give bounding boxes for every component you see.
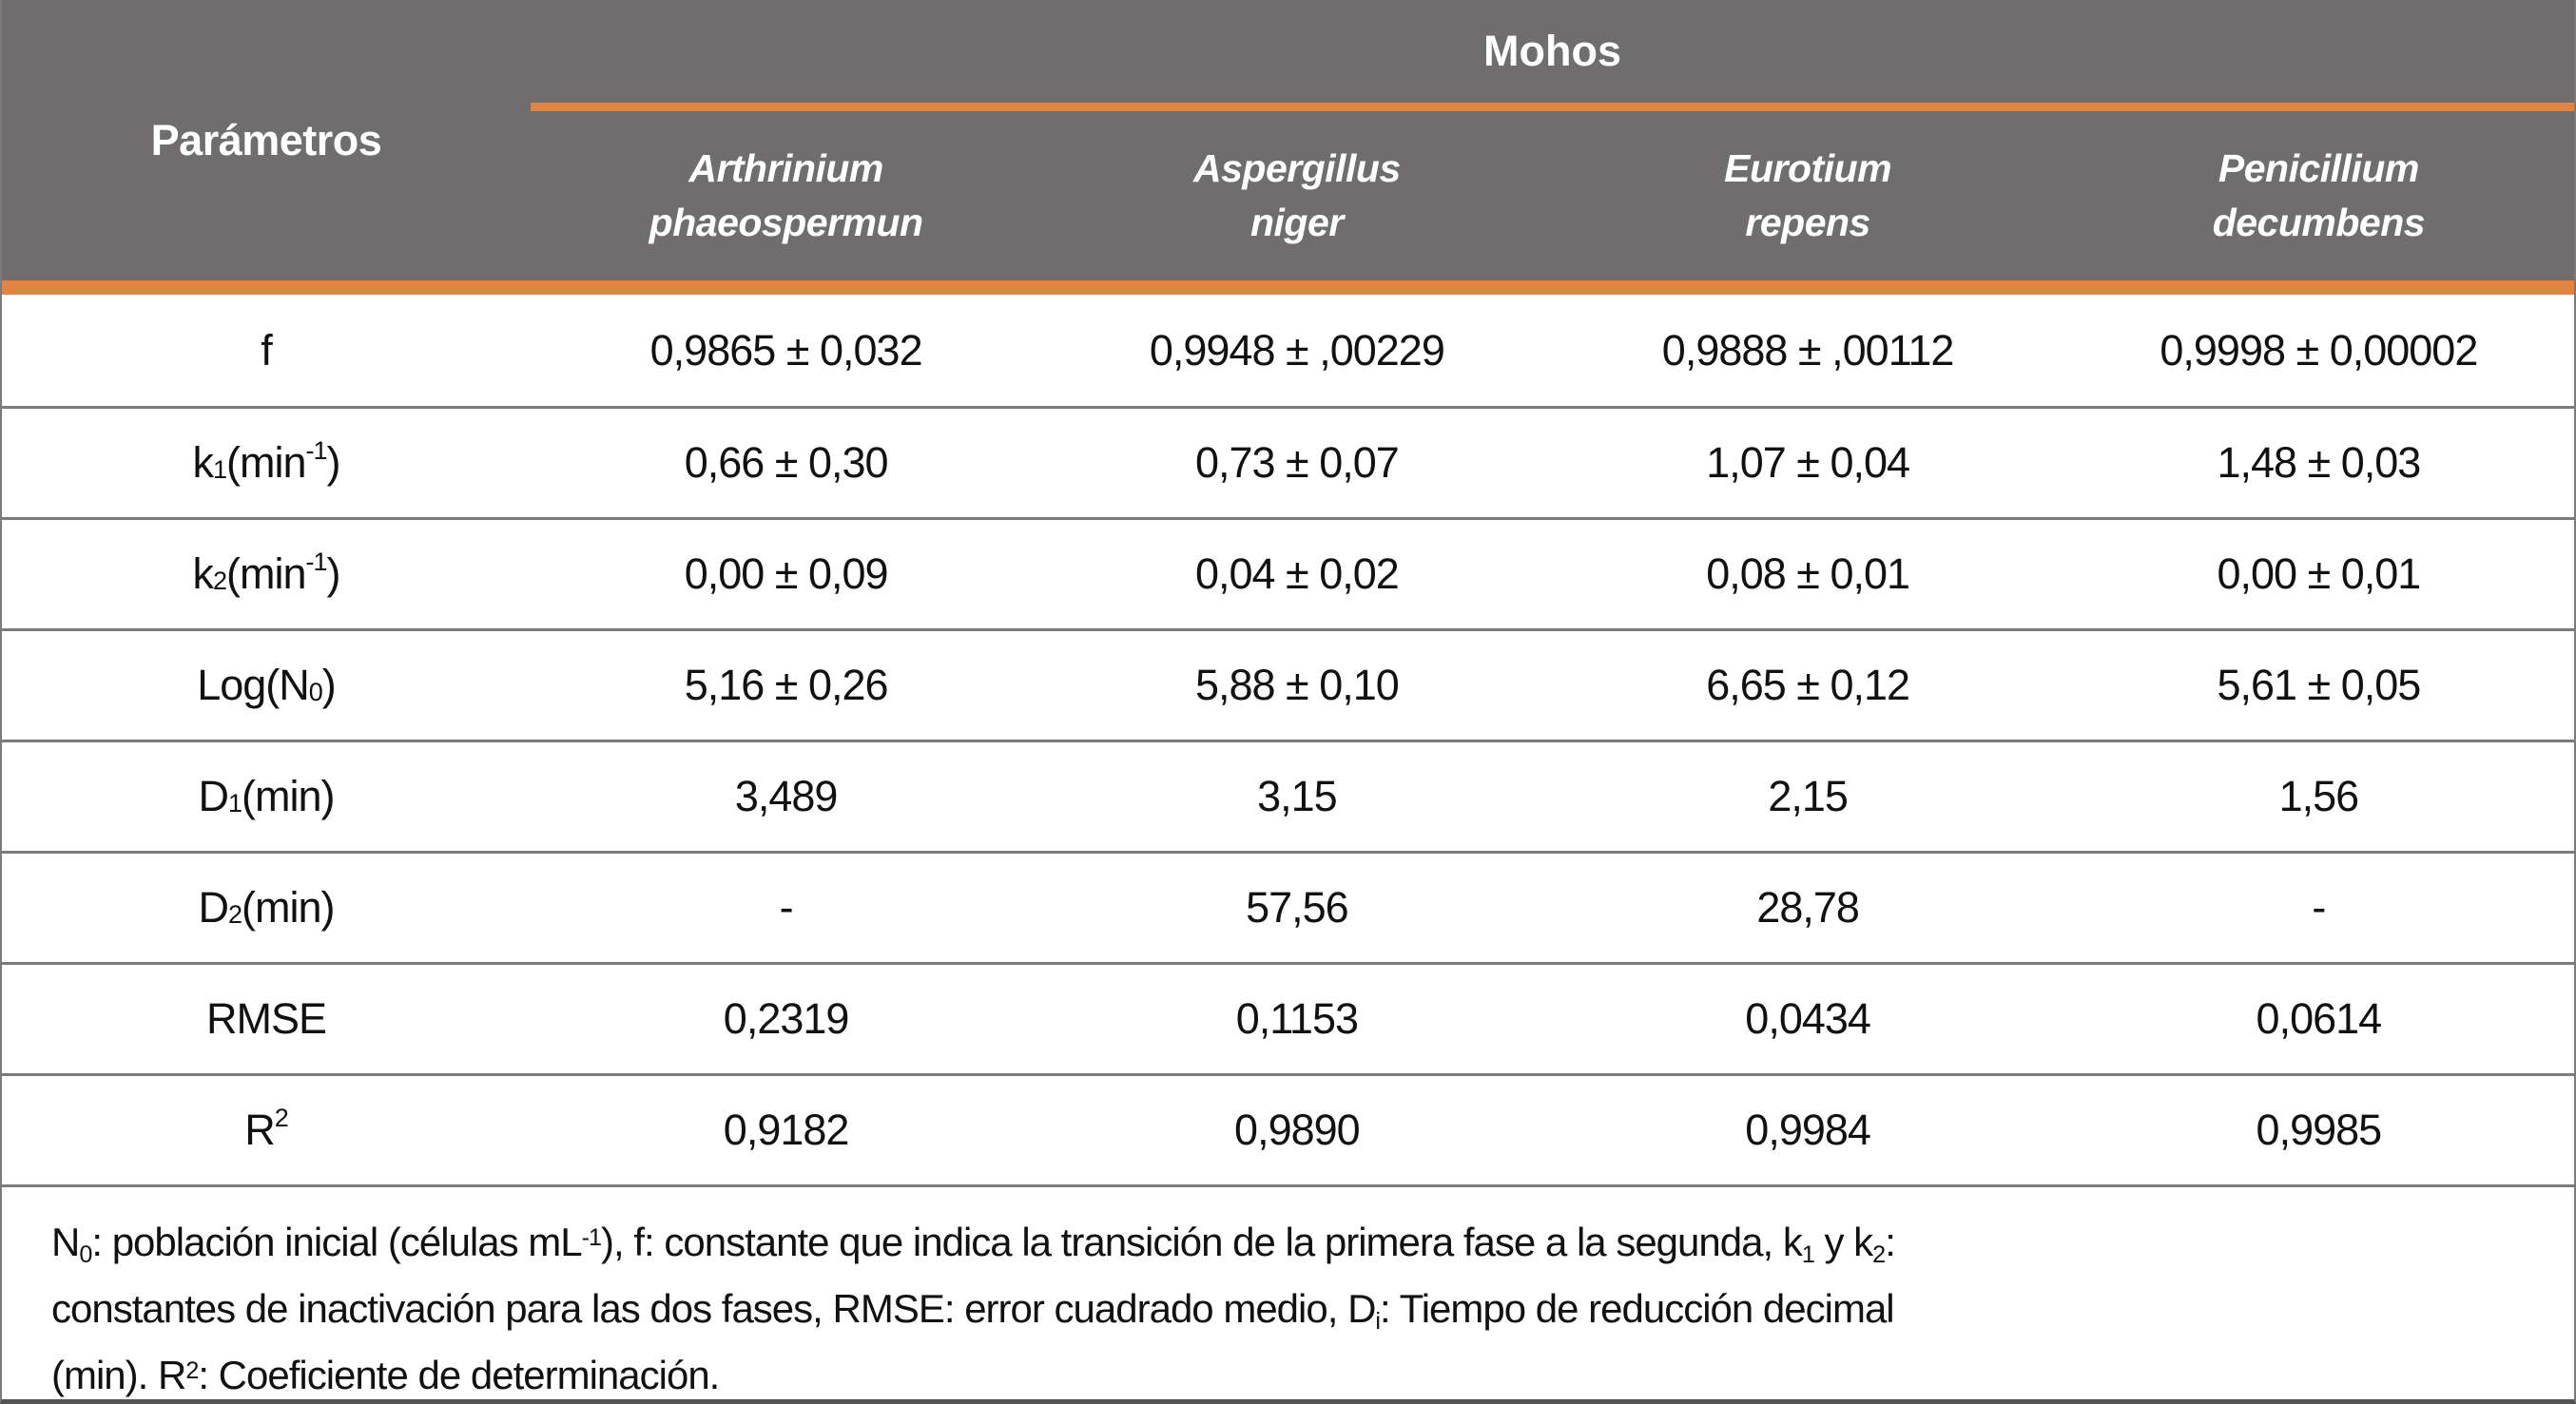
column-header-arthrinium: Arthrinium phaeospermun bbox=[531, 142, 1041, 251]
cell-value: 0,0434 bbox=[1745, 994, 1871, 1043]
cell-value: 3,489 bbox=[734, 772, 839, 820]
footnote-line: (min). R2: Coeficiente de determinación. bbox=[51, 1353, 720, 1397]
cell-value: 2,15 bbox=[1768, 772, 1849, 820]
species-line1: Aspergillus bbox=[1192, 145, 1401, 190]
cell-value: 28,78 bbox=[1756, 883, 1860, 932]
row-label: RMSE bbox=[205, 994, 327, 1043]
table-row-logn0: Log(N 0) 5,16 ± 0,26 5,88 ± 0,10 6,65 ± 0… bbox=[2, 628, 2574, 740]
cell-value: 1,07 ± 0,04 bbox=[1706, 438, 1910, 487]
cell-value: 6,65 ± 0,12 bbox=[1706, 661, 1910, 709]
species-line2: niger bbox=[1250, 201, 1344, 244]
cell-value: 0,08 ± 0,01 bbox=[1706, 549, 1910, 598]
row-label: Log(N 0) bbox=[197, 661, 337, 709]
footnote-line: N0: población inicial (células mL-1), f:… bbox=[51, 1220, 1896, 1269]
column-header-penicillium: Penicillium decumbens bbox=[2063, 142, 2574, 251]
species-line2: decumbens bbox=[2212, 201, 2426, 244]
cell-value: 0,9998 ± 0,00002 bbox=[2160, 325, 2478, 375]
cell-value: 5,88 ± 0,10 bbox=[1194, 661, 1400, 709]
cell-value: 57,56 bbox=[1246, 883, 1349, 932]
row-label: k 1 (min -1) bbox=[192, 436, 340, 487]
cell-value: 3,15 bbox=[1257, 772, 1338, 820]
cell-value: 0,9182 bbox=[723, 1106, 850, 1154]
table-footnote: N0: población inicial (células mL-1), f:… bbox=[2, 1184, 2574, 1399]
header-bottom-accent-bar bbox=[2, 280, 2574, 295]
cell-value: 0,1153 bbox=[1235, 994, 1359, 1043]
cell-value: 0,9948 ± ,00229 bbox=[1149, 325, 1445, 375]
cell-value: 0,00 ± 0,01 bbox=[2217, 549, 2421, 598]
table-row-rmse: RMSE 0,2319 0,1153 0,0434 0,0614 bbox=[2, 962, 2574, 1073]
cell-value: 0,66 ± 0,30 bbox=[684, 438, 889, 487]
cell-value: 5,61 ± 0,05 bbox=[2217, 661, 2421, 709]
cell-value: 0,0614 bbox=[2256, 994, 2383, 1043]
species-line2: repens bbox=[1745, 201, 1870, 244]
cell-value: 1,56 bbox=[2278, 772, 2360, 820]
mohos-header-group: Mohos Arthrinium phaeospermun Aspergillu… bbox=[531, 0, 2574, 280]
column-header-aspergillus: Aspergillus niger bbox=[1041, 142, 1552, 251]
cell-value: 0,9865 ± 0,032 bbox=[649, 325, 923, 375]
group-header-mohos: Mohos bbox=[1483, 27, 1621, 75]
species-line2: phaeospermun bbox=[649, 201, 923, 244]
cell-value: 0,9888 ± ,00112 bbox=[1661, 325, 1955, 375]
species-line1: Penicillium bbox=[2218, 145, 2419, 190]
cell-value: - bbox=[779, 883, 794, 932]
table-row-k1: k 1 (min -1) 0,66 ± 0,30 0,73 ± 0,07 1,07 ±… bbox=[2, 406, 2574, 517]
column-header-eurotium: Eurotium repens bbox=[1553, 142, 2063, 251]
table-row-k2: k 2 (min -1) 0,00 ± 0,09 0,04 ± 0,02 0,08 ±… bbox=[2, 517, 2574, 628]
param-column-header: Parámetros bbox=[150, 115, 382, 164]
cell-value: 0,00 ± 0,09 bbox=[684, 549, 889, 598]
species-line1: Eurotium bbox=[1724, 145, 1892, 190]
row-label: f bbox=[261, 325, 273, 375]
cell-value: 0,73 ± 0,07 bbox=[1194, 438, 1400, 487]
cell-value: 1,48 ± 0,03 bbox=[2217, 438, 2421, 487]
cell-value: 0,04 ± 0,02 bbox=[1194, 549, 1400, 598]
cell-value: 0,9890 bbox=[1234, 1106, 1361, 1154]
cell-value: 5,16 ± 0,26 bbox=[684, 661, 889, 709]
cell-value: - bbox=[2312, 883, 2326, 932]
footnote-line: constantes de inactivación para las dos … bbox=[51, 1286, 1895, 1336]
table-row-f: f 0,9865 ± 0,032 0,9948 ± ,00229 0,9888 … bbox=[2, 295, 2574, 406]
cell-value: 0,2319 bbox=[723, 994, 850, 1043]
row-label: k 2 (min -1) bbox=[192, 548, 340, 598]
cell-value: 0,9985 bbox=[2256, 1106, 2383, 1154]
cell-value: 0,9984 bbox=[1745, 1106, 1871, 1154]
table-header: Parámetros Mohos Arthrinium phaeospermun… bbox=[2, 0, 2574, 280]
species-header-row: Arthrinium phaeospermun Aspergillus nige… bbox=[531, 111, 2574, 280]
species-line1: Arthrinium bbox=[688, 145, 883, 190]
mohos-underline-rule bbox=[531, 103, 2574, 111]
